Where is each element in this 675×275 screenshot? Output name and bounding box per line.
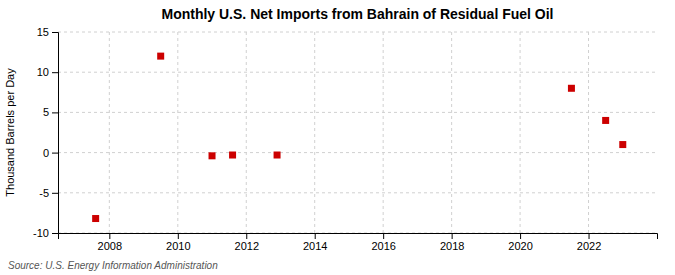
tick: -10: [33, 227, 58, 239]
tick: 2018: [440, 233, 464, 252]
tick-label: 2018: [440, 240, 464, 252]
grid-line: [109, 32, 110, 233]
point: [229, 152, 236, 159]
tick: 2016: [371, 233, 395, 252]
tick: -5: [39, 187, 58, 199]
tick: 0: [43, 147, 58, 159]
tick-mark: [452, 233, 453, 239]
tick-mark: [315, 233, 316, 239]
tick: 15: [37, 26, 58, 38]
tick-mark: [52, 193, 58, 194]
grid-line: [58, 152, 657, 153]
tick-label: 2012: [235, 240, 259, 252]
source-note: Source: U.S. Energy Information Administ…: [8, 260, 218, 271]
tick-mark: [589, 233, 590, 239]
y-axis: -10 -5 0 5 10 15: [33, 26, 58, 239]
tick-mark: [178, 233, 179, 239]
grid-line: [58, 112, 657, 113]
point: [602, 117, 609, 124]
point: [92, 215, 99, 222]
tick: 2020: [508, 233, 532, 252]
point: [619, 141, 626, 148]
point: [274, 152, 281, 159]
grid: [58, 32, 657, 233]
tick-label: 0: [43, 147, 49, 159]
tick-label: 2022: [577, 240, 601, 252]
tick: 10: [37, 66, 58, 78]
tick-mark: [52, 72, 58, 73]
tick-mark: [246, 233, 247, 239]
tick-mark: [520, 233, 521, 239]
tick-label: 10: [37, 66, 49, 78]
grid-line: [451, 32, 452, 233]
tick: 2014: [303, 233, 327, 252]
tick-label: 15: [37, 26, 49, 38]
point: [568, 85, 575, 92]
point: [157, 53, 164, 60]
tick-mark: [383, 233, 384, 239]
tick-mark: [52, 112, 58, 113]
tick-label: 2014: [303, 240, 327, 252]
grid-line: [314, 32, 315, 233]
tick: 2010: [166, 233, 190, 252]
tick-label: 2016: [371, 240, 395, 252]
points: [92, 53, 626, 222]
tick: 2008: [98, 233, 122, 252]
tick-label: -5: [39, 187, 49, 199]
tick-mark: [52, 32, 58, 33]
grid-line: [383, 32, 384, 233]
grid-line: [520, 32, 521, 233]
tick: 2022: [577, 233, 601, 252]
grid-line: [58, 72, 657, 73]
tick-label: 5: [43, 106, 49, 118]
tick-mark: [52, 153, 58, 154]
x-axis: 2008 2010 2012 2014 2016 2018 2020 2022: [59, 233, 658, 252]
tick: 5: [43, 106, 58, 118]
tick-mark: [52, 233, 58, 234]
plot: 2008 2010 2012 2014 2016 2018 2020 2022 -10 -5 0 5 1…: [33, 26, 657, 252]
tick-label: 2008: [98, 240, 122, 252]
y-axis-label: Thousand Barrels per Day: [4, 68, 16, 197]
axis-line: [59, 234, 658, 240]
tick: 2012: [235, 233, 259, 252]
grid-line: [58, 32, 657, 33]
axis-line: [52, 33, 59, 234]
tick-label: 2010: [166, 240, 190, 252]
point: [209, 152, 216, 159]
grid-line: [58, 192, 657, 193]
grid-line: [588, 32, 589, 233]
tick-mark: [109, 233, 110, 239]
title: Monthly U.S. Net Imports from Bahrain of…: [161, 6, 553, 22]
tick-label: 2020: [508, 240, 532, 252]
tick-label: -10: [33, 227, 49, 239]
chart: 2008 2010 2012 2014 2016 2018 2020 2022 -10 -5 0 5 1…: [0, 0, 675, 275]
grid-line: [177, 32, 178, 233]
grid-line: [246, 32, 247, 233]
